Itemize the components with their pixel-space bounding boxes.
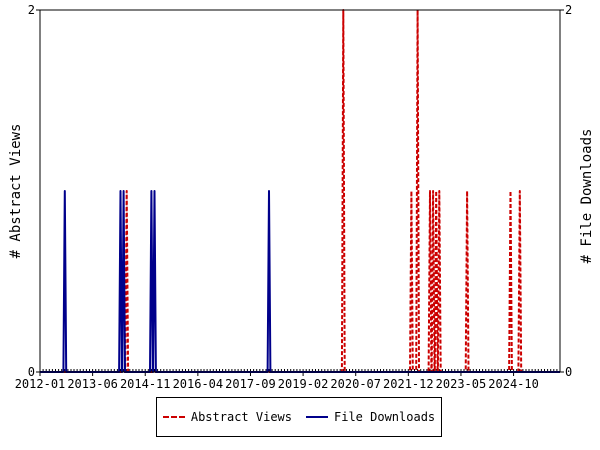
left-axis-label: # Abstract Views	[8, 124, 24, 259]
legend-swatch-dashed	[162, 416, 185, 418]
x-tick-label: 2014-11	[120, 377, 171, 391]
series-layer	[40, 9, 560, 373]
y-right-tick-label: 2	[565, 3, 572, 17]
x-tick-label: 2021-12	[383, 377, 434, 391]
x-tick-label: 2019-02	[278, 377, 329, 391]
y-right-tick-label: 0	[565, 365, 572, 379]
x-tick-label: 2024-10	[488, 377, 539, 391]
y-left-tick-label: 2	[28, 3, 35, 17]
ticks-layer: 2012-01 2013-06 2014-11 2016-04 2017-09 2019-…	[15, 3, 573, 391]
plot-frame	[39, 9, 561, 373]
legend-label-file-downloads: File Downloads	[334, 410, 436, 424]
x-tick-label: 2020-07	[330, 377, 381, 391]
x-tick-label: 2017-09	[225, 377, 276, 391]
x-tick-label: 2012-01	[15, 377, 66, 391]
series-line	[40, 190, 560, 373]
y-left-tick-label: 0	[28, 365, 35, 379]
series-abstract-views	[40, 9, 560, 373]
legend-label-abstract-views: Abstract Views	[190, 410, 292, 424]
legend-item-abstract-views: Abstract Views	[162, 410, 292, 424]
series-file-downloads	[40, 190, 560, 373]
x-tick-label: 2023-05	[436, 377, 487, 391]
x-tick-label: 2016-04	[173, 377, 224, 391]
x-tick-label: 2013-06	[67, 377, 118, 391]
legend-item-file-downloads: File Downloads	[306, 410, 435, 424]
legend-swatch-solid	[306, 416, 328, 418]
legend: Abstract Views File Downloads	[156, 397, 442, 437]
right-axis-label: # File Downloads	[579, 129, 595, 264]
series-line	[40, 9, 560, 373]
